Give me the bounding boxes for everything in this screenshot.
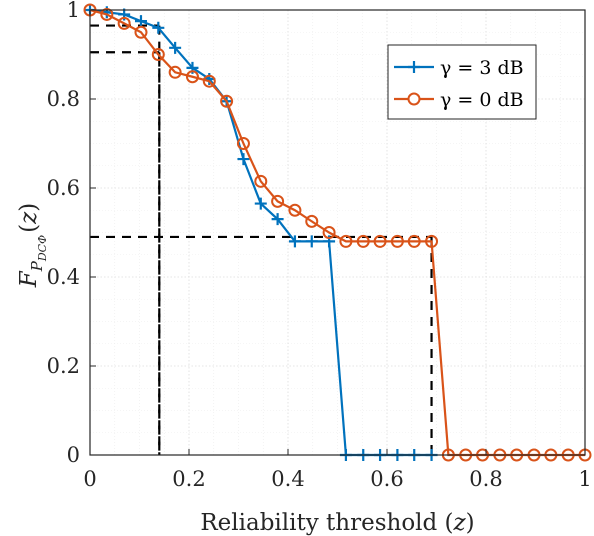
x-tick-label: 0.4 xyxy=(271,467,304,491)
svg-text:FPDCΦ(z): FPDCΦ(z) xyxy=(16,203,49,288)
ticks: 0 0.2 0.4 0.6 0.8 1 0 0.2 0.4 0.6 0.8 1 xyxy=(47,0,592,491)
y-tick-label: 0 xyxy=(67,443,80,467)
y-tick-label: 0.2 xyxy=(47,354,80,378)
y-tick-label: 1 xyxy=(67,0,80,22)
data-point xyxy=(407,234,421,248)
data-point xyxy=(271,194,285,208)
data-point xyxy=(373,234,387,248)
legend-item: γ = 0 dB xyxy=(394,89,524,111)
data-point xyxy=(202,74,216,88)
data-point xyxy=(254,197,267,210)
y-axis-label: FPDCΦ(z) xyxy=(16,203,49,288)
data-point xyxy=(169,41,182,54)
data-point xyxy=(168,65,182,79)
reference-lines xyxy=(90,24,433,455)
legend-item: γ = 3 dB xyxy=(394,57,524,79)
data-point xyxy=(151,48,165,61)
y-tick-label: 0.4 xyxy=(47,265,80,289)
x-tick-label: 0.6 xyxy=(370,467,403,491)
data-point xyxy=(305,214,319,228)
data-point xyxy=(117,16,131,30)
legend-label: γ = 3 dB xyxy=(440,57,524,79)
legend-label: γ = 0 dB xyxy=(440,89,524,111)
y-tick-label: 0.8 xyxy=(47,87,80,111)
data-point xyxy=(220,94,234,108)
legend-box xyxy=(387,44,537,120)
data-point xyxy=(152,21,165,34)
data-point xyxy=(236,137,250,150)
data-point xyxy=(134,25,148,39)
data-point xyxy=(288,203,302,217)
x-tick-label: 0.8 xyxy=(469,467,502,491)
data-point xyxy=(339,234,353,248)
data-point xyxy=(288,235,301,248)
x-tick-label: 0.2 xyxy=(172,467,205,491)
data-point xyxy=(322,226,336,239)
legend: γ = 3 dB γ = 0 dB xyxy=(387,44,537,120)
x-tick-label: 1 xyxy=(578,467,591,491)
legend-marker xyxy=(407,92,421,106)
data-point xyxy=(356,234,370,248)
data-point xyxy=(237,153,250,166)
legend-marker xyxy=(408,61,420,73)
data-point xyxy=(305,235,318,248)
data-point xyxy=(425,234,439,248)
data-point xyxy=(254,174,268,188)
x-tick-label: 0 xyxy=(83,467,96,491)
data-point xyxy=(390,234,404,248)
axes-frame xyxy=(89,9,586,456)
data-point xyxy=(185,70,199,84)
data-point xyxy=(134,15,147,28)
y-tick-label: 0.6 xyxy=(47,176,80,200)
x-axis-label: Reliability threshold (z) xyxy=(200,510,474,536)
data-point xyxy=(100,7,114,21)
data-point xyxy=(271,213,284,226)
